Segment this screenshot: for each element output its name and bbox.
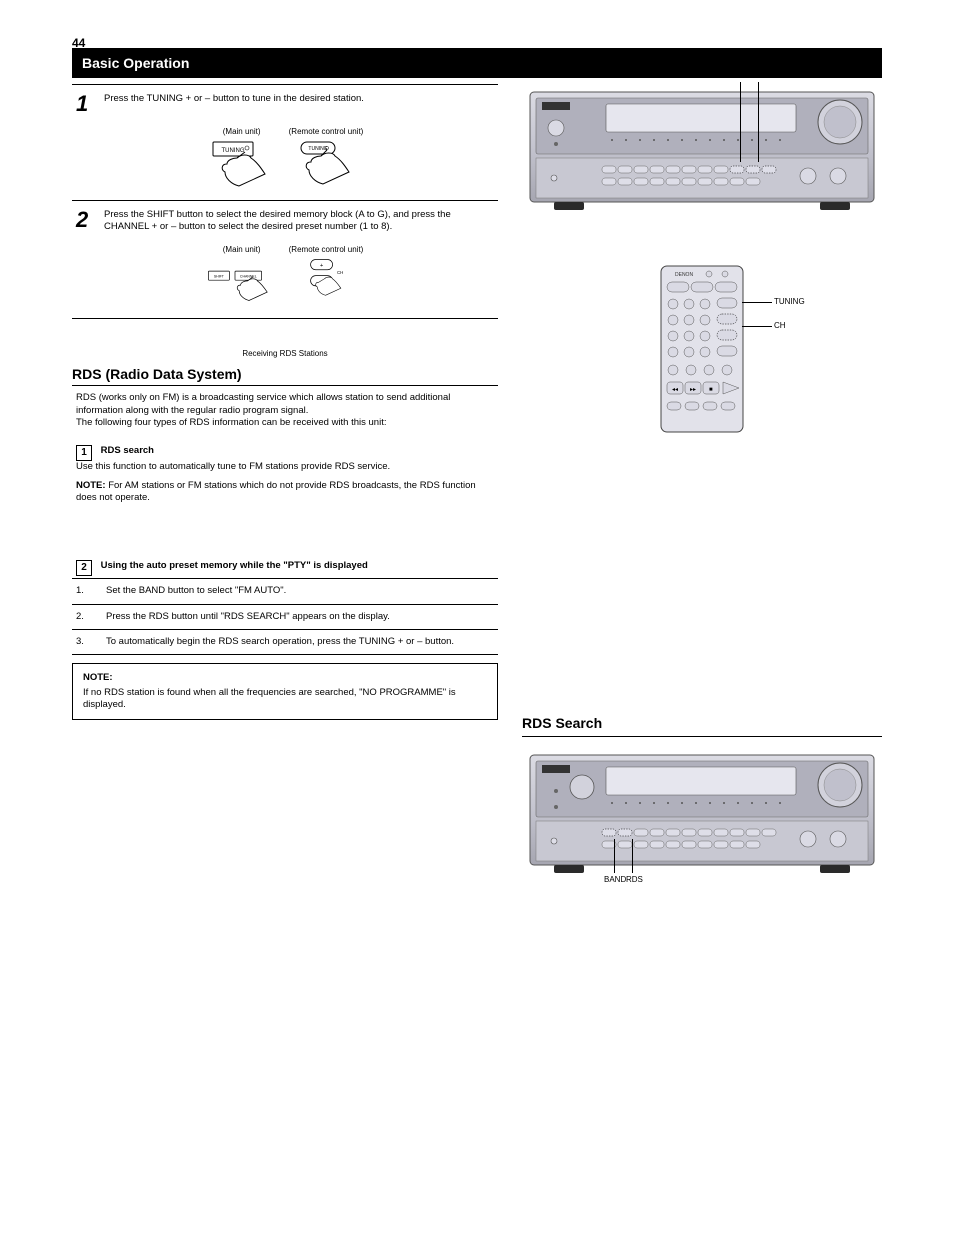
- boxed-number-icon: 2: [76, 560, 92, 576]
- note-box: NOTE: If no RDS station is found when al…: [72, 663, 498, 720]
- svg-text:TUNING: TUNING: [221, 148, 244, 154]
- page-number: 44: [72, 36, 85, 52]
- numbered-list: 1. Set the BAND button to select "FM AUT…: [72, 578, 498, 655]
- callout-label: SHIFT: [724, 70, 747, 80]
- note-body: For AM stations or FM stations which do …: [76, 480, 476, 503]
- callout-label: CH: [774, 321, 786, 331]
- list-row: 1. Set the BAND button to select "FM AUT…: [72, 578, 498, 603]
- svg-text:SHIFT: SHIFT: [213, 274, 224, 278]
- svg-text:◂◂: ◂◂: [672, 387, 678, 393]
- rds-title: RDS (Radio Data System): [72, 361, 498, 385]
- svg-text:CHANNEL: CHANNEL: [240, 274, 257, 278]
- receiver-illustration: SHIFT CHANNEL: [522, 84, 882, 244]
- step-1: 1 Press the TUNING + or – button to tune…: [72, 85, 498, 121]
- rds-block-2: 2 Using the auto preset memory while the…: [72, 554, 498, 578]
- callout-label: CHANNEL: [750, 70, 788, 80]
- rule: [522, 736, 882, 737]
- step-2-images: (Main unit) SHIFT CHANNEL (Remote contro…: [72, 239, 498, 317]
- list-text: Press the RDS button until "RDS SEARCH" …: [102, 605, 498, 629]
- step-text: Press the TUNING + or – button to tune i…: [104, 93, 494, 105]
- svg-text:■: ■: [709, 387, 713, 393]
- step-2: 2 Press the SHIFT button to select the d…: [72, 201, 498, 240]
- list-num: 1.: [72, 579, 102, 603]
- block-head: Using the auto preset memory while the "…: [101, 560, 368, 571]
- list-text: Set the BAND button to select "FM AUTO".: [102, 579, 498, 603]
- svg-text:+: +: [320, 262, 324, 268]
- svg-text:TUNING: TUNING: [308, 146, 327, 152]
- rds-block-1: 1 RDS search Use this function to automa…: [72, 439, 498, 514]
- image-label: (Remote control unit): [289, 127, 364, 137]
- block-body: Use this function to automatically tune …: [76, 461, 390, 472]
- note-label: NOTE:: [83, 672, 487, 684]
- svg-text:DENON: DENON: [675, 272, 693, 278]
- second-device-title: RDS Search: [522, 714, 882, 732]
- receiver-icon: [522, 84, 882, 224]
- remote-icon: DENON: [657, 264, 747, 434]
- callout-label: TUNING: [774, 297, 805, 307]
- image-label: (Main unit): [223, 127, 261, 137]
- step-1-images: (Main unit) TUNING (Remote control unit)…: [72, 121, 498, 199]
- receiver-icon: [522, 747, 882, 887]
- image-label: (Remote control unit): [289, 245, 364, 255]
- step-number: 1: [76, 93, 96, 115]
- callout-label: BAND: [604, 875, 626, 885]
- note-label: NOTE:: [76, 480, 106, 491]
- list-row: 2. Press the RDS button until "RDS SEARC…: [72, 604, 498, 629]
- channel-pill-icon: + CH −: [299, 258, 353, 302]
- list-num: 3.: [72, 630, 102, 654]
- receiver-illustration-2: BAND RDS: [522, 747, 882, 927]
- step-number: 2: [76, 209, 96, 231]
- boxed-number-icon: 1: [76, 445, 92, 461]
- callout-label: RDS: [626, 875, 643, 885]
- rds-intro: RDS (works only on FM) is a broadcasting…: [72, 386, 498, 439]
- remote-illustration: DENON: [522, 264, 882, 434]
- list-text: To automatically begin the RDS search op…: [102, 630, 498, 654]
- note-body: If no RDS station is found when all the …: [83, 687, 456, 710]
- svg-text:CH: CH: [337, 270, 343, 275]
- hand-press-two-icon: SHIFT CHANNEL: [207, 258, 277, 308]
- svg-text:▸▸: ▸▸: [690, 387, 696, 393]
- block-head: RDS search: [101, 445, 154, 456]
- step-text: Press the SHIFT button to select the des…: [104, 209, 494, 234]
- hand-press-icon: TUNING: [291, 140, 361, 190]
- hand-press-icon: TUNING: [207, 140, 277, 190]
- list-num: 2.: [72, 605, 102, 629]
- list-row: 3. To automatically begin the RDS search…: [72, 629, 498, 654]
- image-label: (Main unit): [223, 245, 261, 255]
- subsection-label: Receiving RDS Stations: [72, 349, 498, 361]
